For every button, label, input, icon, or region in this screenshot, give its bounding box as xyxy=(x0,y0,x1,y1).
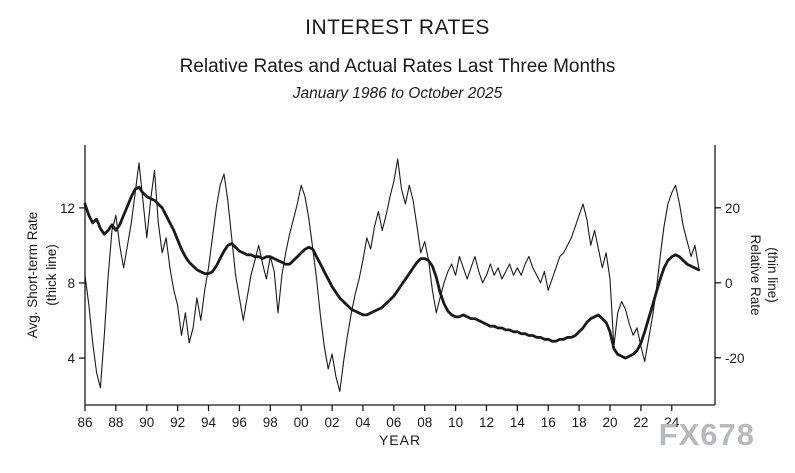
relative-rate-line xyxy=(84,158,700,393)
x-tick-label: 92 xyxy=(170,415,185,430)
x-tick-label: 08 xyxy=(417,415,432,430)
watermark-fx678: FX678 xyxy=(658,417,755,452)
left-axis-label: Avg. Short-term Rate xyxy=(25,211,40,339)
avg-short-term-rate-line xyxy=(83,185,701,360)
left-tick-label: 4 xyxy=(67,351,75,366)
chart-title: INTEREST RATES xyxy=(305,16,490,39)
right-tick-label: -20 xyxy=(725,351,745,366)
right-tick-label: 0 xyxy=(725,276,733,291)
x-tick-label: 24 xyxy=(664,415,680,430)
x-tick-label: 14 xyxy=(510,415,526,430)
x-axis-label: YEAR xyxy=(378,432,422,448)
x-tick-label: 86 xyxy=(77,415,92,430)
x-tick-label: 06 xyxy=(386,415,401,430)
left-tick-label: 8 xyxy=(67,276,75,291)
chart-subtitle: Relative Rates and Actual Rates Last Thr… xyxy=(179,56,616,77)
right-axis-sublabel: (thin line) xyxy=(765,247,780,303)
right-tick-label: 20 xyxy=(725,201,740,216)
x-tick-label: 12 xyxy=(479,415,494,430)
x-tick-label: 22 xyxy=(633,415,648,430)
x-tick-label: 00 xyxy=(294,415,309,430)
x-tick-label: 94 xyxy=(201,415,217,430)
x-tick-label: 96 xyxy=(232,415,247,430)
right-axis-label: Relative Rate xyxy=(748,234,763,316)
x-tick-label: 18 xyxy=(572,415,587,430)
chart-date-range: January 1986 to October 2025 xyxy=(292,85,503,102)
x-tick-label: 02 xyxy=(325,415,340,430)
x-tick-label: 10 xyxy=(448,415,463,430)
left-tick-label: 12 xyxy=(60,201,75,216)
x-tick-label: 98 xyxy=(263,415,278,430)
x-tick-label: 88 xyxy=(108,415,123,430)
x-tick-label: 90 xyxy=(139,415,154,430)
x-tick-label: 16 xyxy=(541,415,556,430)
left-axis-sublabel: (thick line) xyxy=(44,244,59,306)
x-tick-label: 20 xyxy=(602,415,617,430)
x-tick-label: 04 xyxy=(355,415,371,430)
